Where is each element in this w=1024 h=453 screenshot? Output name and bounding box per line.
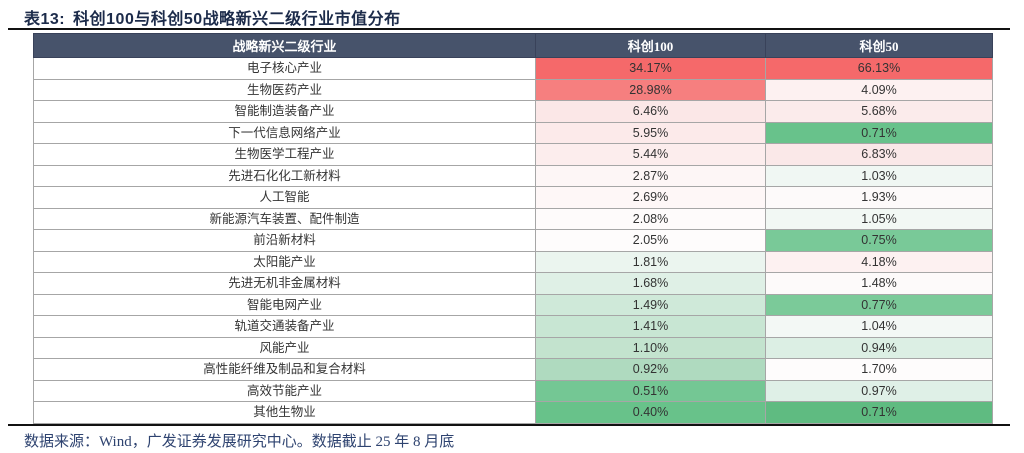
table-row: 高效节能产业 0.51% 0.97% xyxy=(33,379,993,402)
kc50-value-cell: 1.04% xyxy=(765,315,993,338)
kc50-value-cell: 1.48% xyxy=(765,272,993,295)
table-row: 太阳能产业 1.81% 4.18% xyxy=(33,250,993,273)
table-row: 先进石化化工新材料 2.87% 1.03% xyxy=(33,164,993,187)
table-row: 高性能纤维及制品和复合材料 0.92% 1.70% xyxy=(33,358,993,381)
bottom-rule xyxy=(8,424,1010,426)
kc100-value-cell: 1.68% xyxy=(535,272,766,295)
table-row: 前沿新材料 2.05% 0.75% xyxy=(33,229,993,252)
table-row: 智能电网产业 1.49% 0.77% xyxy=(33,293,993,316)
kc100-value-cell: 0.40% xyxy=(535,401,766,424)
kc100-value-cell: 0.51% xyxy=(535,379,766,402)
header-row: 战略新兴二级行业 科创100 科创50 xyxy=(33,33,993,58)
industry-cell: 前沿新材料 xyxy=(33,229,536,252)
kc100-value-cell: 2.87% xyxy=(535,164,766,187)
table-row: 人工智能 2.69% 1.93% xyxy=(33,186,993,209)
kc100-value-cell: 1.81% xyxy=(535,250,766,273)
industry-cell: 其他生物业 xyxy=(33,401,536,424)
top-rule xyxy=(8,28,1010,30)
industry-cell: 电子核心产业 xyxy=(33,57,536,80)
industry-cell: 风能产业 xyxy=(33,336,536,359)
kc50-value-cell: 1.05% xyxy=(765,207,993,230)
industry-cell: 先进石化化工新材料 xyxy=(33,164,536,187)
kc50-value-cell: 66.13% xyxy=(765,57,993,80)
industry-cell: 新能源汽车装置、配件制造 xyxy=(33,207,536,230)
industry-cell: 生物医药产业 xyxy=(33,78,536,101)
table-title-text: 科创100与科创50战略新兴二级行业市值分布 xyxy=(73,11,401,28)
industry-cell: 轨道交通装备产业 xyxy=(33,315,536,338)
industry-cell: 下一代信息网络产业 xyxy=(33,121,536,144)
kc50-value-cell: 4.18% xyxy=(765,250,993,273)
col-header-industry: 战略新兴二级行业 xyxy=(33,33,536,58)
kc100-value-cell: 1.41% xyxy=(535,315,766,338)
table-row: 风能产业 1.10% 0.94% xyxy=(33,336,993,359)
kc50-value-cell: 1.93% xyxy=(765,186,993,209)
table-body: 电子核心产业 34.17% 66.13% 生物医药产业 28.98% 4.09% 智能制造装… xyxy=(33,57,993,424)
kc100-value-cell: 1.10% xyxy=(535,336,766,359)
industry-cell: 先进无机非金属材料 xyxy=(33,272,536,295)
kc100-value-cell: 2.05% xyxy=(535,229,766,252)
table-row: 下一代信息网络产业 5.95% 0.71% xyxy=(33,121,993,144)
table-number: 表13: xyxy=(24,11,66,28)
kc50-value-cell: 0.77% xyxy=(765,293,993,316)
industry-cell: 高性能纤维及制品和复合材料 xyxy=(33,358,536,381)
industry-cell: 人工智能 xyxy=(33,186,536,209)
col-header-kc100: 科创100 xyxy=(535,33,766,58)
table-row: 轨道交通装备产业 1.41% 1.04% xyxy=(33,315,993,338)
kc50-value-cell: 5.68% xyxy=(765,100,993,123)
table-row: 电子核心产业 34.17% 66.13% xyxy=(33,57,993,80)
kc50-value-cell: 1.03% xyxy=(765,164,993,187)
kc100-value-cell: 5.44% xyxy=(535,143,766,166)
industry-cell: 生物医学工程产业 xyxy=(33,143,536,166)
kc50-value-cell: 0.94% xyxy=(765,336,993,359)
kc50-value-cell: 1.70% xyxy=(765,358,993,381)
industry-cell: 智能电网产业 xyxy=(33,293,536,316)
kc100-value-cell: 0.92% xyxy=(535,358,766,381)
industry-market-value-table: 战略新兴二级行业 科创100 科创50 电子核心产业 34.17% 66.13% 生物… xyxy=(33,33,993,424)
table-row: 先进无机非金属材料 1.68% 1.48% xyxy=(33,272,993,295)
table-row: 智能制造装备产业 6.46% 5.68% xyxy=(33,100,993,123)
kc100-value-cell: 2.08% xyxy=(535,207,766,230)
table-row: 新能源汽车装置、配件制造 2.08% 1.05% xyxy=(33,207,993,230)
industry-cell: 太阳能产业 xyxy=(33,250,536,273)
kc50-value-cell: 0.97% xyxy=(765,379,993,402)
kc50-value-cell: 0.71% xyxy=(765,401,993,424)
table-row: 生物医药产业 28.98% 4.09% xyxy=(33,78,993,101)
kc50-value-cell: 0.71% xyxy=(765,121,993,144)
col-header-kc50: 科创50 xyxy=(765,33,993,58)
kc50-value-cell: 0.75% xyxy=(765,229,993,252)
data-source-note: 数据来源：Wind，广发证券发展研究中心。数据截止 25 年 8 月底 xyxy=(24,434,455,450)
industry-cell: 智能制造装备产业 xyxy=(33,100,536,123)
kc100-value-cell: 28.98% xyxy=(535,78,766,101)
kc100-value-cell: 6.46% xyxy=(535,100,766,123)
table-row: 生物医学工程产业 5.44% 6.83% xyxy=(33,143,993,166)
kc100-value-cell: 5.95% xyxy=(535,121,766,144)
kc100-value-cell: 34.17% xyxy=(535,57,766,80)
table-title: 表13: 科创100与科创50战略新兴二级行业市值分布 xyxy=(24,5,401,29)
kc100-value-cell: 1.49% xyxy=(535,293,766,316)
industry-cell: 高效节能产业 xyxy=(33,379,536,402)
table-row: 其他生物业 0.40% 0.71% xyxy=(33,401,993,424)
kc50-value-cell: 4.09% xyxy=(765,78,993,101)
kc100-value-cell: 2.69% xyxy=(535,186,766,209)
kc50-value-cell: 6.83% xyxy=(765,143,993,166)
